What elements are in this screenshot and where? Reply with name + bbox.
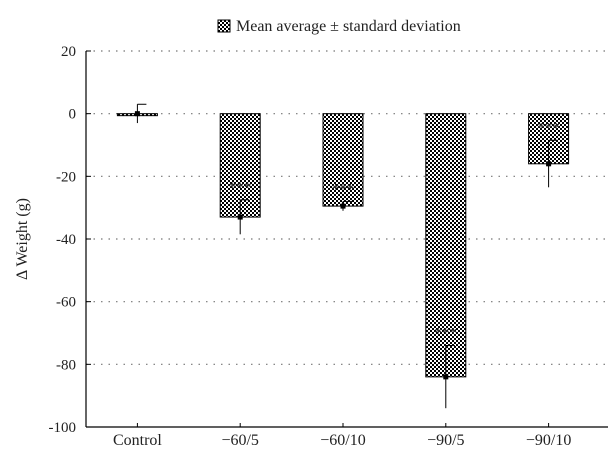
mean-marker [443, 374, 449, 380]
significance-label: *** [229, 180, 252, 196]
x-tick-label: −60/5 [221, 432, 258, 449]
legend-label: Mean average ± standard deviation [236, 18, 461, 35]
y-ticks: 20 0 -20 -40 -60 -80 -100 [49, 44, 91, 436]
bar [425, 113, 467, 378]
significance-label: *** [435, 326, 458, 342]
y-tick-label: -20 [56, 169, 76, 185]
y-tick-label: -100 [49, 420, 77, 436]
legend: Mean average ± standard deviation [217, 18, 461, 35]
mean-marker [237, 214, 243, 220]
mean-marker [134, 111, 140, 117]
y-axis-label: Δ Weight (g) [14, 198, 31, 280]
bar [322, 113, 364, 207]
significance-labels: *** *** *** *** [229, 120, 560, 341]
x-tick-label: −60/10 [320, 432, 365, 449]
x-tick-label: Control [113, 432, 162, 449]
bars [116, 113, 570, 378]
significance-label: *** [537, 120, 560, 136]
legend-swatch [217, 19, 231, 33]
error-bars [134, 103, 558, 409]
y-tick-label: -40 [56, 232, 76, 248]
y-tick-label: -60 [56, 295, 76, 311]
x-tick-label: −90/10 [526, 432, 571, 449]
mean-marker [546, 161, 552, 167]
y-tick-label: 20 [61, 44, 76, 60]
y-tick-label: 0 [69, 107, 77, 123]
y-tick-label: -80 [56, 357, 76, 373]
grid-lines [86, 50, 608, 365]
mean-marker [340, 203, 346, 209]
x-ticks: Control −60/5 −60/10 −90/5 −90/10 [113, 423, 571, 449]
x-tick-label: −90/5 [427, 432, 464, 449]
significance-label: *** [332, 181, 355, 197]
